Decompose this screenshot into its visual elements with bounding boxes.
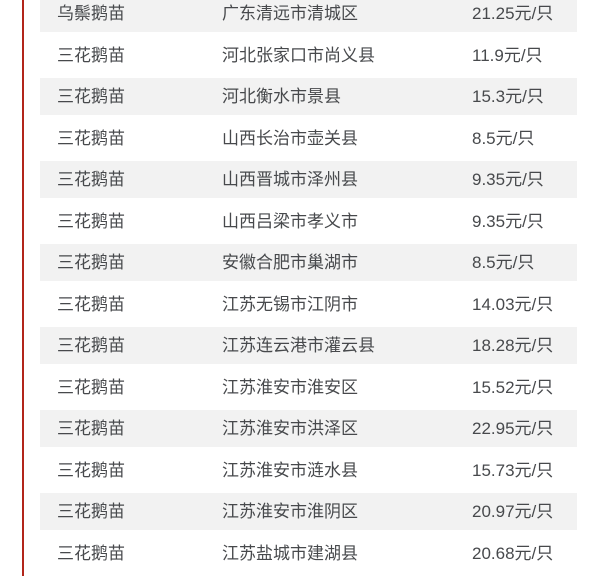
cell-breed: 三花鹅苗 <box>57 336 125 355</box>
cell-price: 22.95元/只 <box>472 419 554 438</box>
cell-region: 江苏盐城市建湖县 <box>222 543 358 563</box>
cell-breed: 乌鬃鹅苗 <box>57 4 125 23</box>
cell-breed: 三花鹅苗 <box>57 377 125 397</box>
cell-region: 江苏淮安市淮阴区 <box>222 502 358 521</box>
table-row: 乌鬃鹅苗 广东清远市清城区 21.25元/只 <box>40 0 577 32</box>
left-accent-line <box>22 0 24 576</box>
cell-breed: 三花鹅苗 <box>57 502 125 521</box>
cell-region: 江苏连云港市灌云县 <box>222 336 375 355</box>
table-row: 三花鹅苗 山西长治市壶关县 8.5元/只 <box>40 119 577 157</box>
cell-price: 21.25元/只 <box>472 4 554 23</box>
table-row: 三花鹅苗 江苏淮安市淮安区 15.52元/只 <box>40 368 577 406</box>
cell-price: 15.52元/只 <box>472 377 554 397</box>
table-row: 三花鹅苗 江苏淮安市淮阴区 20.97元/只 <box>40 493 577 530</box>
cell-region: 江苏无锡市江阴市 <box>222 294 358 314</box>
table-row: 三花鹅苗 山西吕梁市孝义市 9.35元/只 <box>40 202 577 240</box>
cell-breed: 三花鹅苗 <box>57 460 125 480</box>
cell-region: 河北衡水市景县 <box>222 87 341 106</box>
cell-region: 山西晋城市泽州县 <box>222 170 358 189</box>
cell-region: 山西长治市壶关县 <box>222 128 358 148</box>
table-row: 三花鹅苗 安徽合肥市巢湖市 8.5元/只 <box>40 244 577 281</box>
cell-breed: 三花鹅苗 <box>57 128 125 148</box>
cell-breed: 三花鹅苗 <box>57 211 125 231</box>
table-row: 三花鹅苗 江苏连云港市灌云县 18.28元/只 <box>40 327 577 364</box>
cell-price: 14.03元/只 <box>472 294 554 314</box>
cell-region: 山西吕梁市孝义市 <box>222 211 358 231</box>
price-table: 乌鬃鹅苗 广东清远市清城区 21.25元/只三花鹅苗 河北张家口市尚义县 11.9元/只… <box>40 0 577 576</box>
cell-breed: 三花鹅苗 <box>57 45 125 65</box>
table-row: 三花鹅苗 江苏盐城市建湖县 20.68元/只 <box>40 534 577 572</box>
cell-price: 9.35元/只 <box>472 170 544 189</box>
cell-breed: 三花鹅苗 <box>57 253 125 272</box>
cell-breed: 三花鹅苗 <box>57 87 125 106</box>
table-row: 三花鹅苗 河北张家口市尚义县 11.9元/只 <box>40 36 577 74</box>
cell-breed: 三花鹅苗 <box>57 170 125 189</box>
table-row: 三花鹅苗 江苏淮安市涟水县 15.73元/只 <box>40 451 577 489</box>
cell-price: 20.97元/只 <box>472 502 554 521</box>
cell-price: 8.5元/只 <box>472 253 535 272</box>
cell-region: 江苏淮安市洪泽区 <box>222 419 358 438</box>
cell-price: 8.5元/只 <box>472 128 535 148</box>
cell-breed: 三花鹅苗 <box>57 419 125 438</box>
cell-region: 安徽合肥市巢湖市 <box>222 253 358 272</box>
table-row: 三花鹅苗 江苏无锡市江阴市 14.03元/只 <box>40 285 577 323</box>
cell-price: 15.3元/只 <box>472 87 544 106</box>
table-row: 三花鹅苗 江苏淮安市洪泽区 22.95元/只 <box>40 410 577 447</box>
cell-region: 江苏淮安市淮安区 <box>222 377 358 397</box>
cell-price: 20.68元/只 <box>472 543 554 563</box>
cell-price: 9.35元/只 <box>472 211 544 231</box>
cell-price: 11.9元/只 <box>472 45 543 65</box>
cell-breed: 三花鹅苗 <box>57 294 125 314</box>
cell-region: 广东清远市清城区 <box>222 4 358 23</box>
cell-price: 18.28元/只 <box>472 336 554 355</box>
cell-breed: 三花鹅苗 <box>57 543 125 563</box>
cell-region: 江苏淮安市涟水县 <box>222 460 358 480</box>
table-row: 三花鹅苗 河北衡水市景县 15.3元/只 <box>40 78 577 115</box>
cell-region: 河北张家口市尚义县 <box>222 45 375 65</box>
table-row: 三花鹅苗 山西晋城市泽州县 9.35元/只 <box>40 161 577 198</box>
cell-price: 15.73元/只 <box>472 460 554 480</box>
